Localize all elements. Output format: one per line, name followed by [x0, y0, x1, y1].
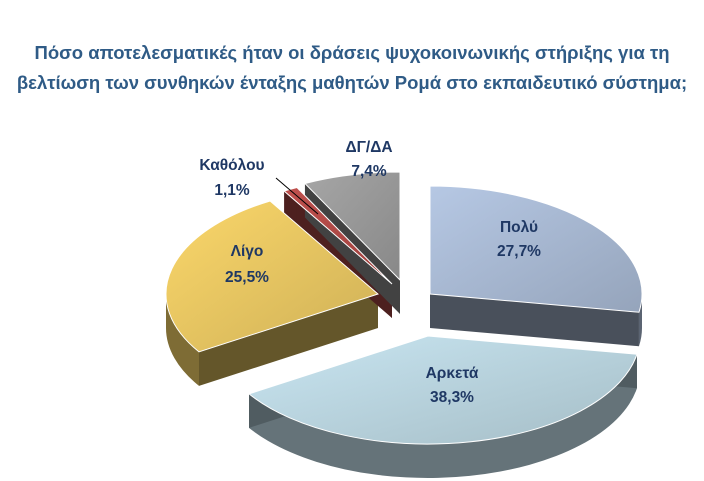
- pie-wall-1: [249, 354, 637, 478]
- leader-line-kathólou: [275, 177, 319, 215]
- slice-label-1: Αρκετά: [426, 365, 479, 382]
- slice-label-4: ΔΓ/ΔΑ: [345, 139, 392, 156]
- pie-wall-0: [638, 294, 642, 347]
- slice-value-1: 38,3%: [430, 389, 474, 406]
- pie-labels: Πολύ 27,7% Αρκετά 38,3% Λίγο 25,5% Καθόλου 1,1%…: [199, 139, 541, 406]
- slice-value-0: 27,7%: [497, 243, 541, 260]
- slice-value-4: 7,4%: [351, 163, 387, 180]
- chart-title-line-1: Πόσο αποτελεσματικές ήταν οι δράσεις ψυχ…: [34, 42, 670, 63]
- slice-label-3: Καθόλου: [199, 157, 264, 174]
- pie-cut-0-1: [430, 294, 639, 347]
- pie-wall-2: [166, 294, 200, 386]
- chart-title-line-2: βελτίωση των συνθηκών ένταξης μαθητών Ρο…: [16, 72, 688, 93]
- slice-label-0: Πολύ: [500, 219, 538, 236]
- pie-cut-2-0: [199, 294, 378, 386]
- pie-slice-Λίγο: [165, 200, 380, 353]
- pie-top-faces: [165, 171, 643, 445]
- pie-slice-Πολύ: [429, 185, 643, 313]
- pie-slice-Αρκετά: [247, 335, 638, 445]
- slice-value-2: 25,5%: [225, 269, 269, 286]
- pie-slice-Καθόλου: [283, 186, 393, 285]
- chart-title: Πόσο αποτελεσματικές ήταν οι δράσεις ψυχ…: [0, 38, 704, 98]
- slice-label-2: Λίγο: [231, 243, 264, 260]
- pie-slice-ΔΓ/ΔΑ: [303, 171, 401, 282]
- slice-value-3: 1,1%: [214, 182, 250, 199]
